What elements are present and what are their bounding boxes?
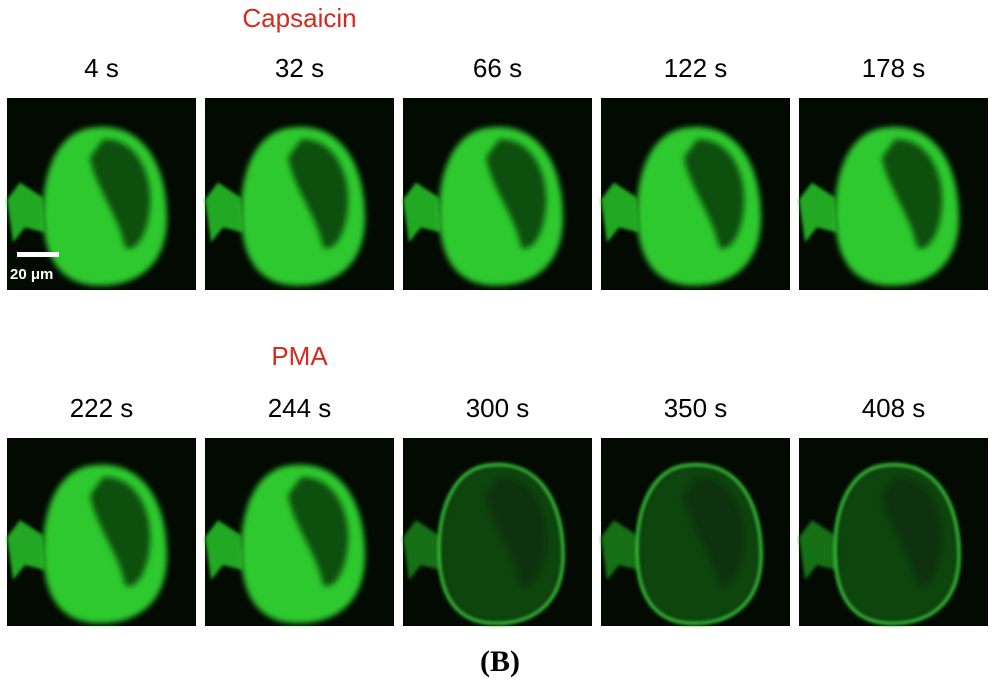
scale-bar-label: 20 μm — [10, 266, 53, 283]
time-label: 178 s — [862, 53, 926, 83]
nucleus — [288, 139, 349, 249]
cell-image — [403, 438, 592, 626]
nucleus — [288, 477, 349, 587]
treatment-label: PMA — [271, 341, 328, 371]
cell-image — [403, 98, 592, 290]
cell-image — [205, 438, 394, 626]
cell-image — [7, 438, 196, 626]
cell-process — [7, 182, 45, 243]
cell-image — [601, 438, 790, 626]
scale-bar — [17, 252, 59, 257]
time-label: 122 s — [664, 53, 728, 83]
time-label: 4 s — [84, 53, 119, 83]
cell-process — [7, 520, 45, 581]
cell-membrane — [833, 463, 961, 625]
cell-process — [403, 182, 441, 243]
nucleus — [684, 139, 745, 249]
cell-process — [601, 182, 639, 243]
cell-membrane — [635, 463, 763, 625]
cell-process — [601, 520, 639, 581]
cell-process — [799, 520, 837, 581]
nucleus — [684, 477, 745, 587]
cell-image — [7, 98, 196, 290]
cell-image — [601, 98, 790, 290]
cell-image — [799, 438, 988, 626]
time-label: 66 s — [473, 53, 522, 83]
cell-process — [205, 182, 243, 243]
cell-membrane — [437, 463, 565, 625]
nucleus — [486, 477, 547, 587]
time-label: 350 s — [664, 393, 728, 423]
cell-process — [799, 182, 837, 243]
cell-image — [205, 98, 394, 290]
nucleus — [486, 139, 547, 249]
cell-process — [403, 520, 441, 581]
time-label: 222 s — [70, 393, 134, 423]
panel-label: (B) — [480, 645, 520, 678]
nucleus — [90, 139, 151, 249]
time-label: 408 s — [862, 393, 926, 423]
cell-process — [205, 520, 243, 581]
time-label: 32 s — [275, 53, 324, 83]
time-label: 300 s — [466, 393, 530, 423]
nucleus — [90, 477, 151, 587]
cell-image — [799, 98, 988, 290]
nucleus — [882, 477, 943, 587]
nucleus — [882, 139, 943, 249]
treatment-label: Capsaicin — [242, 3, 356, 33]
time-label: 244 s — [268, 393, 332, 423]
